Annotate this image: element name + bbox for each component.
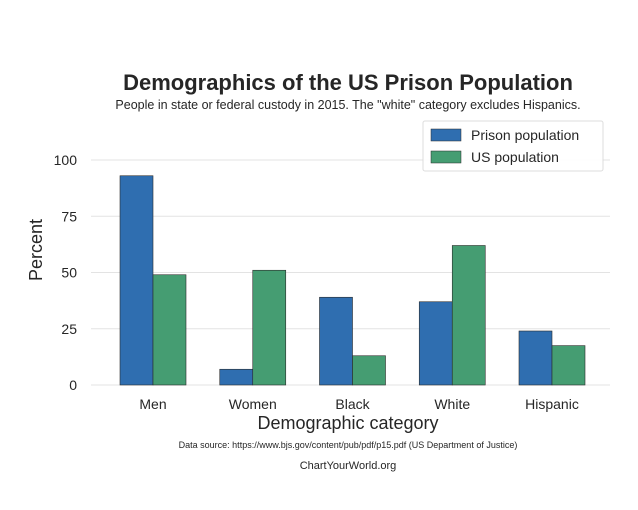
- x-tick-label: White: [434, 396, 470, 412]
- y-axis-label: Percent: [26, 219, 46, 281]
- bar-black-us-population: [352, 355, 386, 386]
- bar-men-us-population: [152, 274, 187, 386]
- bar-men-prison-population: [119, 175, 154, 386]
- legend-label: Prison population: [471, 127, 579, 143]
- y-axis-ticks: 0 25 50 75 100: [54, 152, 78, 393]
- bar-women-prison-population: [219, 368, 254, 386]
- bar-women-us-population: [252, 269, 287, 386]
- x-tick-label: Women: [229, 396, 277, 412]
- legend: Prison population US population: [422, 120, 604, 172]
- bar-white-prison-population: [418, 301, 453, 386]
- bar-hispanic-prison-population: [518, 330, 553, 386]
- y-tick-label: 50: [61, 265, 77, 281]
- x-tick-label: Men: [139, 396, 166, 412]
- source-note: Data source: https://www.bjs.gov/content…: [179, 440, 518, 450]
- x-tick-label: Hispanic: [525, 396, 579, 412]
- legend-swatch: [430, 128, 462, 142]
- y-tick-label: 25: [61, 321, 77, 337]
- bar-white-us-population: [451, 245, 486, 386]
- x-axis-label: Demographic category: [257, 413, 438, 433]
- y-tick-label: 0: [69, 377, 77, 393]
- legend-swatch: [430, 150, 462, 164]
- bar-hispanic-us-population: [551, 345, 586, 386]
- y-tick-label: 75: [61, 208, 77, 224]
- bars: [119, 175, 586, 386]
- x-tick-label: Black: [335, 396, 370, 412]
- legend-label: US population: [471, 149, 559, 165]
- y-tick-label: 100: [54, 152, 78, 168]
- chart-title: Demographics of the US Prison Population: [123, 70, 573, 95]
- legend-frame: [422, 120, 604, 172]
- credit: ChartYourWorld.org: [300, 460, 397, 472]
- chart-subtitle: People in state or federal custody in 20…: [115, 98, 580, 112]
- bar-black-prison-population: [319, 296, 353, 386]
- x-axis-ticks: Men Women Black White Hispanic: [139, 396, 578, 412]
